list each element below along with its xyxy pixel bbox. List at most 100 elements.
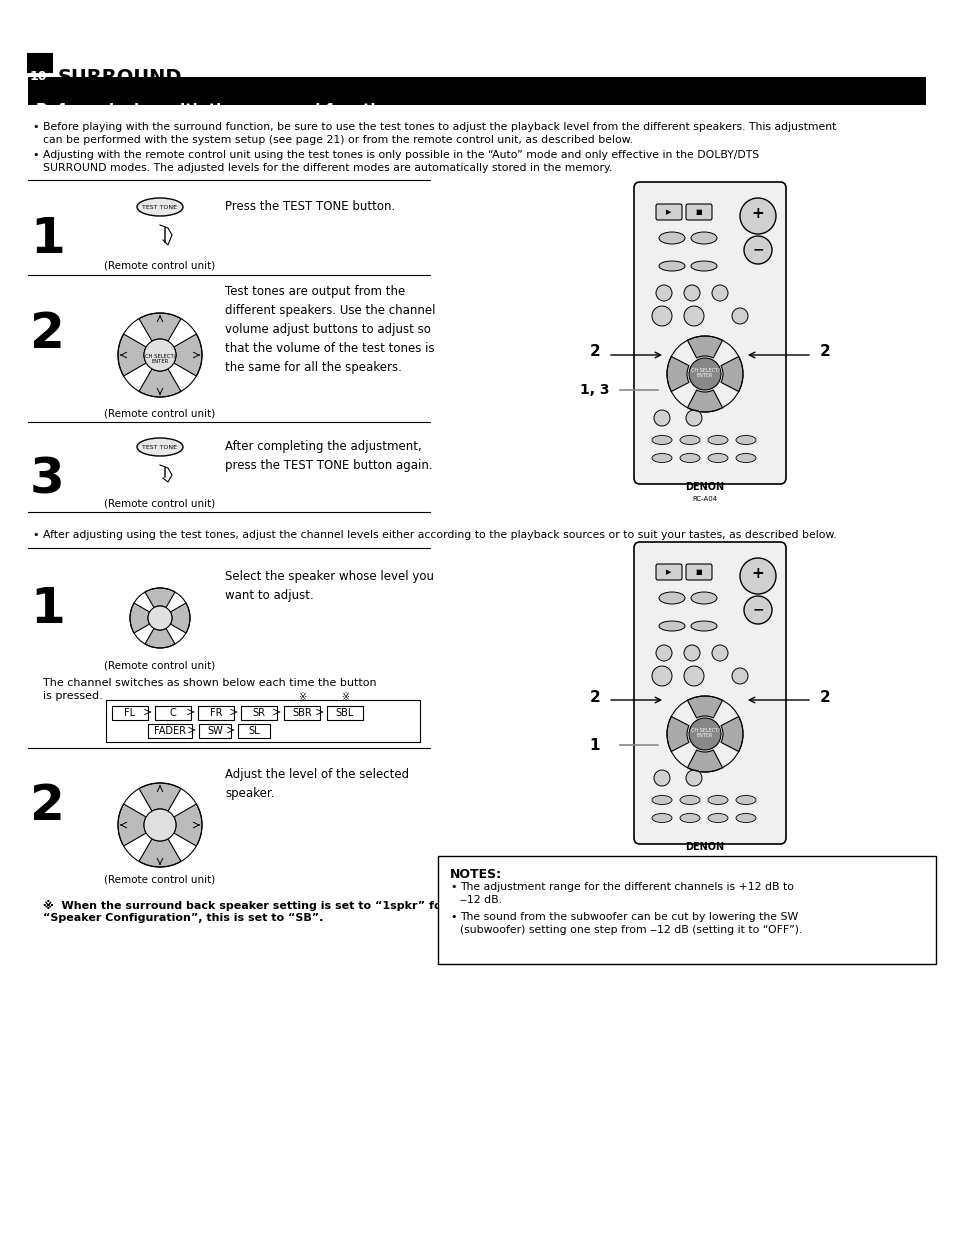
FancyBboxPatch shape [284, 706, 319, 720]
Text: SBR: SBR [292, 708, 312, 717]
FancyBboxPatch shape [327, 706, 363, 720]
Ellipse shape [707, 814, 727, 823]
FancyBboxPatch shape [437, 856, 935, 964]
FancyBboxPatch shape [148, 724, 192, 738]
Text: +: + [751, 567, 763, 581]
Text: 1: 1 [30, 215, 65, 263]
Text: ■: ■ [695, 209, 701, 215]
Circle shape [688, 717, 720, 750]
Ellipse shape [679, 814, 700, 823]
Ellipse shape [707, 454, 727, 463]
FancyBboxPatch shape [656, 204, 681, 220]
Ellipse shape [690, 261, 717, 271]
Text: Before playing with the surround function: Before playing with the surround functio… [36, 103, 396, 118]
Ellipse shape [690, 233, 717, 244]
FancyBboxPatch shape [198, 706, 233, 720]
Wedge shape [139, 369, 181, 397]
Text: RC-A04: RC-A04 [692, 496, 717, 502]
Text: ※  When the surround back speaker setting is set to “1spkr” for: ※ When the surround back speaker setting… [43, 901, 447, 910]
Ellipse shape [659, 593, 684, 604]
FancyBboxPatch shape [685, 564, 711, 580]
Wedge shape [139, 313, 181, 341]
Wedge shape [720, 356, 742, 392]
Ellipse shape [735, 435, 755, 444]
Wedge shape [171, 602, 190, 633]
Text: (Remote control unit): (Remote control unit) [104, 499, 215, 508]
Text: 2: 2 [819, 344, 829, 360]
FancyBboxPatch shape [237, 724, 270, 738]
Wedge shape [139, 839, 181, 867]
Text: 1: 1 [589, 737, 599, 752]
FancyBboxPatch shape [112, 706, 148, 720]
Text: •: • [450, 912, 456, 922]
Text: SBL: SBL [335, 708, 354, 717]
Circle shape [743, 236, 771, 263]
Ellipse shape [690, 593, 717, 604]
Text: Before playing with the surround function, be sure to use the test tones to adju: Before playing with the surround functio… [43, 122, 836, 132]
Circle shape [740, 198, 775, 234]
Text: CH SELECT/
ENTER: CH SELECT/ ENTER [690, 727, 719, 738]
Ellipse shape [679, 795, 700, 804]
Ellipse shape [659, 233, 684, 244]
Text: 1, 3: 1, 3 [579, 383, 609, 397]
Text: FL: FL [124, 708, 135, 717]
Ellipse shape [137, 198, 183, 216]
Text: DENON: DENON [684, 842, 723, 852]
Circle shape [711, 285, 727, 301]
Circle shape [656, 644, 671, 661]
FancyBboxPatch shape [241, 706, 276, 720]
Text: Test tones are output from the
different speakers. Use the channel
volume adjust: Test tones are output from the different… [225, 285, 435, 374]
Text: SR: SR [253, 708, 265, 717]
Ellipse shape [651, 795, 671, 804]
Text: Select the speaker whose level you
want to adjust.: Select the speaker whose level you want … [225, 570, 434, 602]
Text: NOTES:: NOTES: [450, 868, 501, 881]
Circle shape [743, 596, 771, 623]
Text: ■: ■ [695, 569, 701, 575]
Text: (Remote control unit): (Remote control unit) [104, 875, 215, 884]
Circle shape [651, 666, 671, 687]
Circle shape [740, 558, 775, 594]
Ellipse shape [651, 454, 671, 463]
Circle shape [711, 644, 727, 661]
Text: SL: SL [248, 726, 259, 736]
Circle shape [683, 306, 703, 327]
Text: The sound from the subwoofer can be cut by lowering the SW: The sound from the subwoofer can be cut … [459, 912, 798, 922]
Text: DENON: DENON [684, 482, 723, 492]
Text: •: • [450, 882, 456, 892]
Wedge shape [145, 588, 174, 607]
Text: 2: 2 [819, 689, 829, 705]
Circle shape [654, 769, 669, 785]
Circle shape [688, 357, 720, 390]
FancyBboxPatch shape [634, 182, 785, 484]
Text: •: • [32, 529, 38, 541]
Wedge shape [666, 716, 688, 752]
Circle shape [651, 306, 671, 327]
Circle shape [683, 285, 700, 301]
Wedge shape [139, 783, 181, 811]
Ellipse shape [651, 435, 671, 444]
Text: Press the TEST TONE button.: Press the TEST TONE button. [225, 200, 395, 213]
Text: 2: 2 [30, 782, 65, 830]
Text: Adjust the level of the selected
speaker.: Adjust the level of the selected speaker… [225, 768, 409, 800]
Text: CH SELECT/
ENTER: CH SELECT/ ENTER [690, 367, 719, 379]
Text: •: • [32, 150, 38, 160]
Wedge shape [173, 804, 202, 846]
Circle shape [144, 809, 175, 841]
FancyBboxPatch shape [685, 204, 711, 220]
Text: FADER: FADER [153, 726, 186, 736]
Text: −: − [751, 602, 763, 616]
Text: Adjusting with the remote control unit using the test tones is only possible in : Adjusting with the remote control unit u… [43, 150, 759, 160]
Text: SURROUND: SURROUND [58, 68, 182, 87]
Wedge shape [687, 696, 721, 717]
FancyBboxPatch shape [154, 706, 191, 720]
Ellipse shape [707, 795, 727, 804]
Text: ‒12 dB.: ‒12 dB. [459, 896, 501, 905]
Text: ※: ※ [297, 691, 306, 703]
Ellipse shape [137, 438, 183, 456]
Ellipse shape [735, 814, 755, 823]
Text: (subwoofer) setting one step from ‒12 dB (setting it to “OFF”).: (subwoofer) setting one step from ‒12 dB… [459, 925, 801, 935]
Text: “Speaker Configuration”, this is set to “SB”.: “Speaker Configuration”, this is set to … [43, 913, 323, 923]
FancyBboxPatch shape [28, 54, 52, 72]
FancyBboxPatch shape [656, 564, 681, 580]
Text: ▶: ▶ [665, 209, 671, 215]
